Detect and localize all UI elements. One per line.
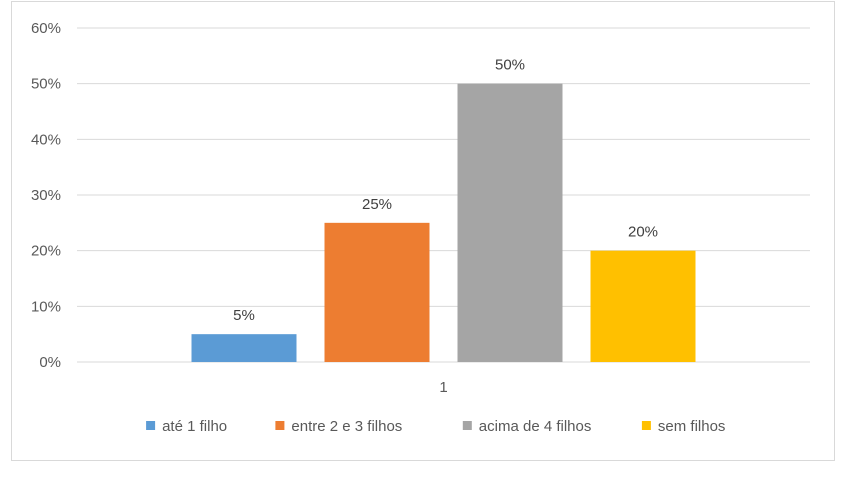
bar <box>191 334 297 362</box>
legend-item: entre 2 e 3 filhos <box>275 418 402 435</box>
data-labels: 5% 25% 50% 20% <box>233 57 658 324</box>
legend-item: até 1 filho <box>146 418 227 435</box>
legend-swatch <box>641 421 651 430</box>
y-tick-label: 20% <box>31 243 61 260</box>
legend-label: até 1 filho <box>162 418 227 435</box>
y-tick-label: 50% <box>31 76 61 93</box>
legend-item: acima de 4 filhos <box>462 418 592 435</box>
data-label: 20% <box>628 224 658 241</box>
y-tick-label: 10% <box>31 298 61 315</box>
legend-swatch <box>146 421 156 430</box>
legend-swatch <box>275 421 285 430</box>
data-label: 25% <box>362 196 392 213</box>
x-tick-label: 1 <box>439 379 447 396</box>
legend-item: sem filhos <box>641 418 726 435</box>
bar <box>590 250 696 362</box>
bars <box>191 83 696 363</box>
data-label: 5% <box>233 307 255 324</box>
gridlines <box>77 27 810 363</box>
y-tick-label: 0% <box>39 354 61 371</box>
y-tick-label: 60% <box>31 20 61 37</box>
legend-label: entre 2 e 3 filhos <box>291 418 402 435</box>
data-label: 50% <box>495 57 525 74</box>
y-axis-ticks: 0% 10% 20% 30% 40% 50% 60% <box>31 20 61 371</box>
legend: até 1 filho entre 2 e 3 filhos acima de 4 … <box>146 418 725 435</box>
x-axis-ticks: 1 <box>439 379 447 396</box>
y-tick-label: 40% <box>31 131 61 148</box>
bar <box>324 222 430 362</box>
legend-label: sem filhos <box>658 418 726 435</box>
legend-swatch <box>462 421 472 430</box>
y-tick-label: 30% <box>31 187 61 204</box>
bar <box>457 83 563 363</box>
legend-label: acima de 4 filhos <box>479 418 592 435</box>
